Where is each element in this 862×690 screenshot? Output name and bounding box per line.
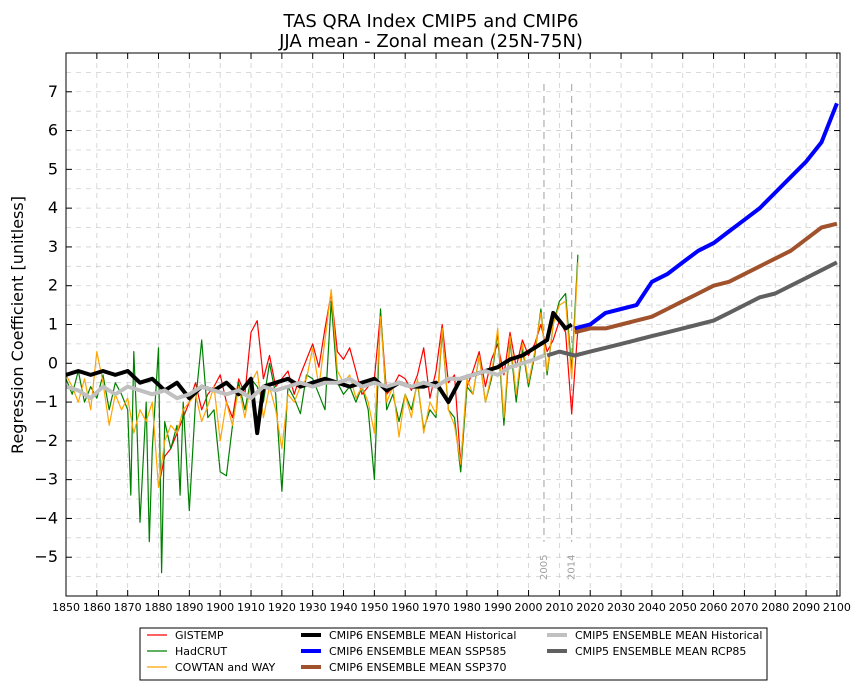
y-tick-label: −3 [34, 470, 58, 489]
axis-ticks: 1850 1860 1870 1880 1890 1900 1910 1920 1930 1940… [34, 53, 851, 614]
series-line-5 [574, 221, 838, 335]
x-tick-label: 2080 [761, 601, 789, 614]
legend-entry: COWTAN and WAY [175, 661, 275, 674]
x-tick-label: 1850 [52, 601, 80, 614]
x-tick-label: 1970 [422, 601, 450, 614]
y-tick-label: −2 [34, 431, 58, 450]
x-tick-label: 1950 [360, 601, 388, 614]
y-tick-label: −4 [34, 508, 58, 527]
x-tick-label: 1990 [484, 601, 512, 614]
y-tick-label: 4 [48, 198, 58, 217]
legend-entry: CMIP6 ENSEMBLE MEAN Historical [329, 629, 516, 642]
x-tick-label: 2060 [700, 601, 728, 614]
x-tick-label: 1940 [330, 601, 358, 614]
x-tick-label: 1980 [453, 601, 481, 614]
x-tick-label: 1900 [206, 601, 234, 614]
annotation-label: 2014 [567, 555, 578, 580]
y-tick-label: −5 [34, 547, 58, 566]
legend-entry: CMIP6 ENSEMBLE MEAN SSP370 [329, 661, 507, 674]
x-tick-label: 2070 [730, 601, 758, 614]
legend-frame [139, 627, 768, 681]
y-tick-label: 0 [48, 353, 58, 372]
annotation-label: 2005 [539, 555, 550, 580]
y-tick-label: 7 [48, 82, 58, 101]
series-line-1 [65, 254, 579, 574]
plot-frame [65, 52, 841, 597]
series-line-6 [65, 353, 545, 401]
chart-title: TAS QRA Index CMIP5 and CMIP6 [282, 11, 578, 32]
chart-subtitle: JJA mean - Zonal mean (25N-75N) [278, 31, 583, 52]
y-tick-label: 3 [48, 237, 58, 256]
y-tick-label: 5 [48, 159, 58, 178]
x-tick-label: 2020 [576, 601, 604, 614]
x-tick-label: 1930 [299, 601, 327, 614]
x-tick-label: 1920 [268, 601, 296, 614]
y-tick-label: −1 [34, 392, 58, 411]
y-tick-label: 6 [48, 121, 58, 140]
x-tick-label: 1860 [83, 601, 111, 614]
x-tick-label: 2100 [823, 601, 851, 614]
y-tick-label: 1 [48, 315, 58, 334]
x-tick-label: 1880 [145, 601, 173, 614]
series-line-3 [65, 310, 573, 436]
y-tick-label: 2 [48, 276, 58, 295]
annotation-lines: 2005 2014 [539, 84, 578, 580]
x-tick-label: 2050 [669, 601, 697, 614]
legend-entry: CMIP5 ENSEMBLE MEAN Historical [575, 629, 762, 642]
series-line-7 [546, 260, 838, 358]
series-line-4 [574, 102, 839, 331]
y-axis-label: Regression Coefficient [unitless] [8, 196, 27, 454]
x-tick-label: 1910 [237, 601, 265, 614]
x-tick-label: 2040 [638, 601, 666, 614]
legend-entry: CMIP6 ENSEMBLE MEAN SSP585 [329, 645, 507, 658]
legend-entry: CMIP5 ENSEMBLE MEAN RCP85 [575, 645, 746, 658]
legend-entry: GISTEMP [175, 629, 224, 642]
x-tick-label: 1960 [391, 601, 419, 614]
x-tick-label: 1870 [114, 601, 142, 614]
x-tick-label: 2030 [607, 601, 635, 614]
grid-lines [65, 53, 840, 596]
x-tick-label: 2090 [792, 601, 820, 614]
x-tick-label: 2000 [515, 601, 543, 614]
legend: GISTEMP HadCRUT COWTAN and WAY CMIP6 ENSEMB… [139, 627, 768, 681]
legend-entry: HadCRUT [175, 645, 227, 658]
series-group [65, 102, 839, 574]
x-tick-label: 1890 [175, 601, 203, 614]
x-tick-label: 2010 [545, 601, 573, 614]
